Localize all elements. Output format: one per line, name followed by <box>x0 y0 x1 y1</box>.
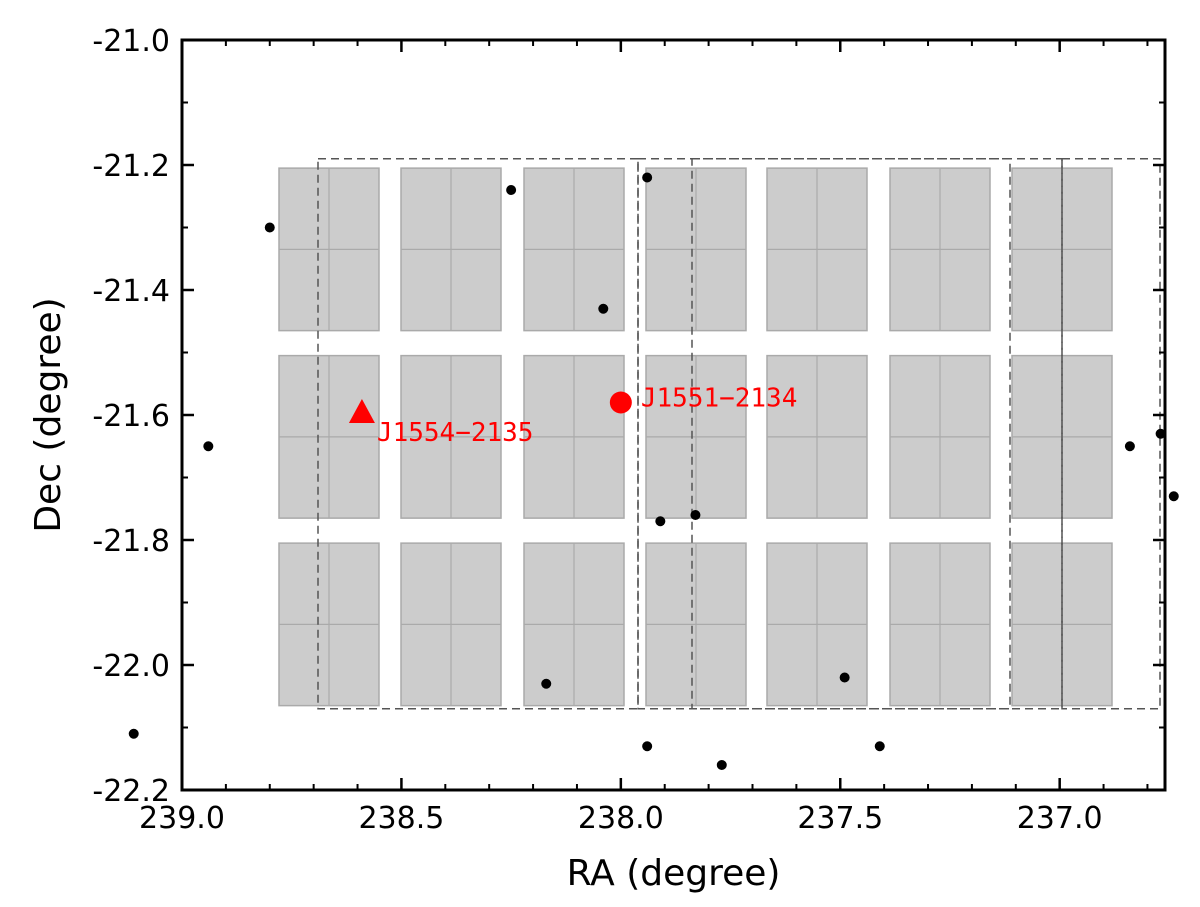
data-point <box>264 222 275 233</box>
y-tick-label: -21.2 <box>92 149 170 184</box>
data-point <box>839 672 850 683</box>
data-point <box>642 172 653 183</box>
footprint-outline <box>1061 158 1161 710</box>
data-point <box>506 185 517 195</box>
data-point <box>874 741 885 752</box>
source-label: J1554−2135 <box>377 418 534 448</box>
x-tick-label: 237.5 <box>797 801 883 836</box>
data-point <box>203 441 214 452</box>
y-tick-label: -21.6 <box>92 399 170 434</box>
data-point <box>642 741 653 752</box>
data-point <box>1168 491 1179 502</box>
x-tick-label: 237.0 <box>1017 801 1103 836</box>
source-marker-triangle <box>348 399 375 423</box>
x-tick-label: 238.5 <box>358 801 444 836</box>
y-axis-label: Dec (degree) <box>28 297 69 532</box>
data-point <box>655 516 666 527</box>
detector-tiles <box>278 167 1113 707</box>
y-tick-label: -22.2 <box>92 774 170 809</box>
footprint-outline <box>317 158 639 710</box>
data-points <box>128 172 1179 770</box>
y-tick-label: -21.8 <box>92 524 170 559</box>
data-point <box>690 510 701 520</box>
axis-ticks: 239.0 238.5 238.0 237.5 237.0 -21.0 -21.2 -21.4… <box>92 24 1165 836</box>
y-tick-label: -22.0 <box>92 649 170 684</box>
data-point <box>598 303 609 314</box>
footprint-outline <box>691 158 1063 710</box>
highlighted-sources: J1554−2135 J1551−2134 <box>348 384 798 448</box>
source-marker-circle <box>609 391 632 414</box>
data-point <box>128 728 139 739</box>
footprint-outlines <box>317 158 1161 710</box>
y-tick-label: -21.0 <box>92 24 170 59</box>
x-axis-label: RA (degree) <box>567 853 781 894</box>
x-tick-label: 239.0 <box>139 801 225 836</box>
y-tick-label: -21.4 <box>92 274 170 309</box>
source-label: J1551−2134 <box>641 384 798 414</box>
data-point <box>716 760 727 770</box>
data-point <box>1155 428 1166 439</box>
data-point <box>1124 441 1135 452</box>
data-point <box>541 678 552 689</box>
x-tick-label: 238.0 <box>578 801 664 836</box>
